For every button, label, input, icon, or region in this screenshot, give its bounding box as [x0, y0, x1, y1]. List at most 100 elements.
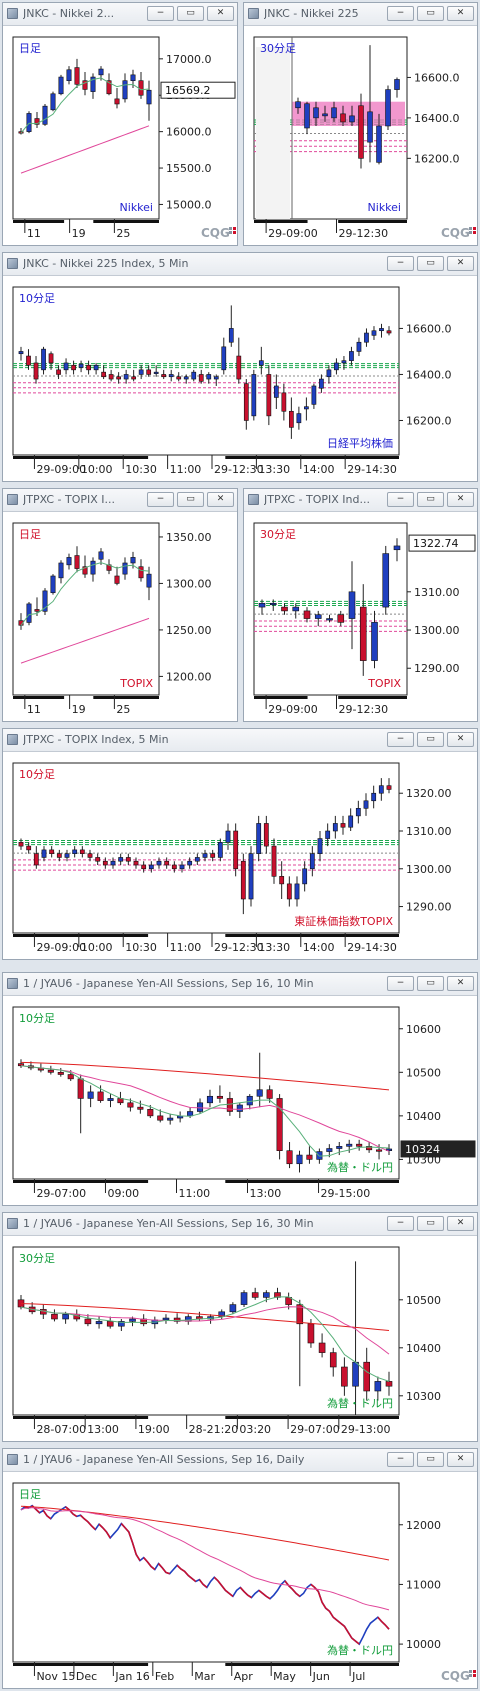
- candle: [33, 362, 39, 380]
- price-line-down: [258, 1589, 264, 1595]
- candle: [334, 362, 339, 371]
- y-tick-label: 1250.00: [166, 624, 212, 637]
- chart-canvas[interactable]: 16600.0 16400.0 16200.0 29-09:00 29-12:30 30分…: [244, 3, 477, 245]
- close-button[interactable]: ✕: [447, 6, 474, 21]
- y-tick-label: 16400.0: [406, 368, 452, 381]
- minimize-button[interactable]: −: [147, 6, 174, 21]
- last-price-box: [400, 1140, 476, 1158]
- price-line-down: [198, 1579, 204, 1585]
- candle: [332, 823, 338, 832]
- price-line-down: [120, 1523, 126, 1529]
- window-controls: − ▭ ✕: [387, 6, 474, 21]
- candle: [385, 89, 391, 127]
- chart-canvas[interactable]: 1350.00 1300.00 1250.00 1200.00 11 19 25 日足 TOPI…: [3, 489, 237, 721]
- candle: [243, 383, 249, 421]
- x-tick-label: 29-09:00: [268, 703, 318, 716]
- window-icon: [7, 494, 18, 505]
- candle: [289, 410, 294, 428]
- candle: [67, 1074, 74, 1080]
- maximize-button[interactable]: ▭: [417, 492, 444, 507]
- price-line-down: [79, 1514, 85, 1520]
- cqg-logo-mark: [469, 227, 472, 230]
- price-line-down: [321, 1601, 327, 1609]
- candle: [206, 1095, 214, 1104]
- minimize-button[interactable]: −: [387, 732, 414, 747]
- instrument-note: 日経平均株価: [327, 436, 393, 450]
- candle: [102, 860, 108, 866]
- maximize-button[interactable]: ▭: [417, 976, 444, 991]
- close-button[interactable]: ✕: [447, 492, 474, 507]
- chart-canvas[interactable]: 1320.00 1310.00 1300.00 1290.00 29-09:0010:0…: [3, 729, 477, 959]
- close-button[interactable]: ✕: [447, 732, 474, 747]
- maximize-button[interactable]: ▭: [417, 732, 444, 747]
- chart-canvas[interactable]: 10500 10400 10300 28-07:00 13:00 19:00 28-21:2…: [3, 1213, 477, 1441]
- price-line-down: [325, 1607, 331, 1612]
- price-line-down: [295, 1592, 301, 1597]
- minimize-button[interactable]: −: [387, 492, 414, 507]
- minimize-button[interactable]: −: [387, 6, 414, 21]
- period-label: 30分足: [260, 528, 296, 541]
- close-button[interactable]: ✕: [447, 976, 474, 991]
- maximize-button[interactable]: ▭: [417, 1452, 444, 1467]
- candle: [130, 557, 136, 564]
- cqg-logo: CQG: [201, 226, 230, 240]
- cqg-logo-mark: [473, 231, 476, 234]
- x-tick-label: 29-14:30: [347, 463, 397, 476]
- price-line-down: [328, 1610, 334, 1618]
- close-button[interactable]: ✕: [447, 256, 474, 271]
- maximize-button[interactable]: ▭: [177, 6, 204, 21]
- cqg-logo-mark: [469, 231, 472, 234]
- y-tick-label: 1290.00: [414, 662, 460, 675]
- candle: [79, 849, 85, 854]
- window-controls: − ▭ ✕: [147, 492, 234, 507]
- minimize-button[interactable]: −: [387, 256, 414, 271]
- x-tick-label: 11:00: [178, 1187, 210, 1200]
- moving-average-line: [20, 1303, 390, 1332]
- moving-average-line: [20, 1065, 390, 1157]
- candle: [358, 105, 364, 159]
- candle: [281, 392, 287, 412]
- candle: [147, 1109, 154, 1117]
- x-tick-label: 28-07:00: [36, 1423, 86, 1436]
- candle: [394, 79, 400, 90]
- minimize-button[interactable]: −: [387, 976, 414, 991]
- minimize-button[interactable]: −: [387, 1216, 414, 1231]
- maximize-button[interactable]: ▭: [417, 256, 444, 271]
- minimize-button[interactable]: −: [387, 1452, 414, 1467]
- candle: [269, 602, 277, 606]
- close-button[interactable]: ✕: [207, 6, 234, 21]
- candle: [179, 864, 185, 870]
- chart-canvas[interactable]: 17000.016500.016000.015500.015000.011192…: [3, 3, 237, 245]
- price-line-down: [135, 1554, 141, 1561]
- close-button[interactable]: ✕: [207, 492, 234, 507]
- chart-canvas[interactable]: 12000 11000 10000 Nov 15 Dec Jan 16 Feb Mar Apr M…: [3, 1449, 477, 1688]
- candle: [127, 1102, 134, 1108]
- candle: [114, 575, 120, 584]
- maximize-button[interactable]: ▭: [177, 492, 204, 507]
- maximize-button[interactable]: ▭: [417, 6, 444, 21]
- y-tick-label: 16600.0: [406, 322, 452, 335]
- price-line-down: [239, 1586, 245, 1593]
- candle: [349, 115, 355, 123]
- minimize-button[interactable]: −: [147, 492, 174, 507]
- candle: [382, 553, 390, 608]
- window-icon: [7, 1218, 18, 1229]
- y-tick-label: 16600.0: [414, 71, 460, 84]
- close-button[interactable]: ✕: [447, 1452, 474, 1467]
- candle: [74, 67, 80, 85]
- close-button[interactable]: ✕: [447, 1216, 474, 1231]
- maximize-button[interactable]: ▭: [417, 1216, 444, 1231]
- candle: [206, 374, 212, 380]
- chart-canvas[interactable]: 1310.00 1300.00 1290.00 29-09:00 29-12:30 30分…: [244, 489, 477, 721]
- candle: [221, 346, 227, 371]
- candle: [355, 808, 361, 817]
- candle: [307, 1323, 315, 1344]
- candle: [133, 860, 139, 866]
- candle: [138, 566, 144, 579]
- price-line-down: [347, 1631, 353, 1639]
- candle: [363, 1361, 370, 1392]
- window-controls: − ▭ ✕: [387, 976, 474, 991]
- candle: [77, 1078, 84, 1099]
